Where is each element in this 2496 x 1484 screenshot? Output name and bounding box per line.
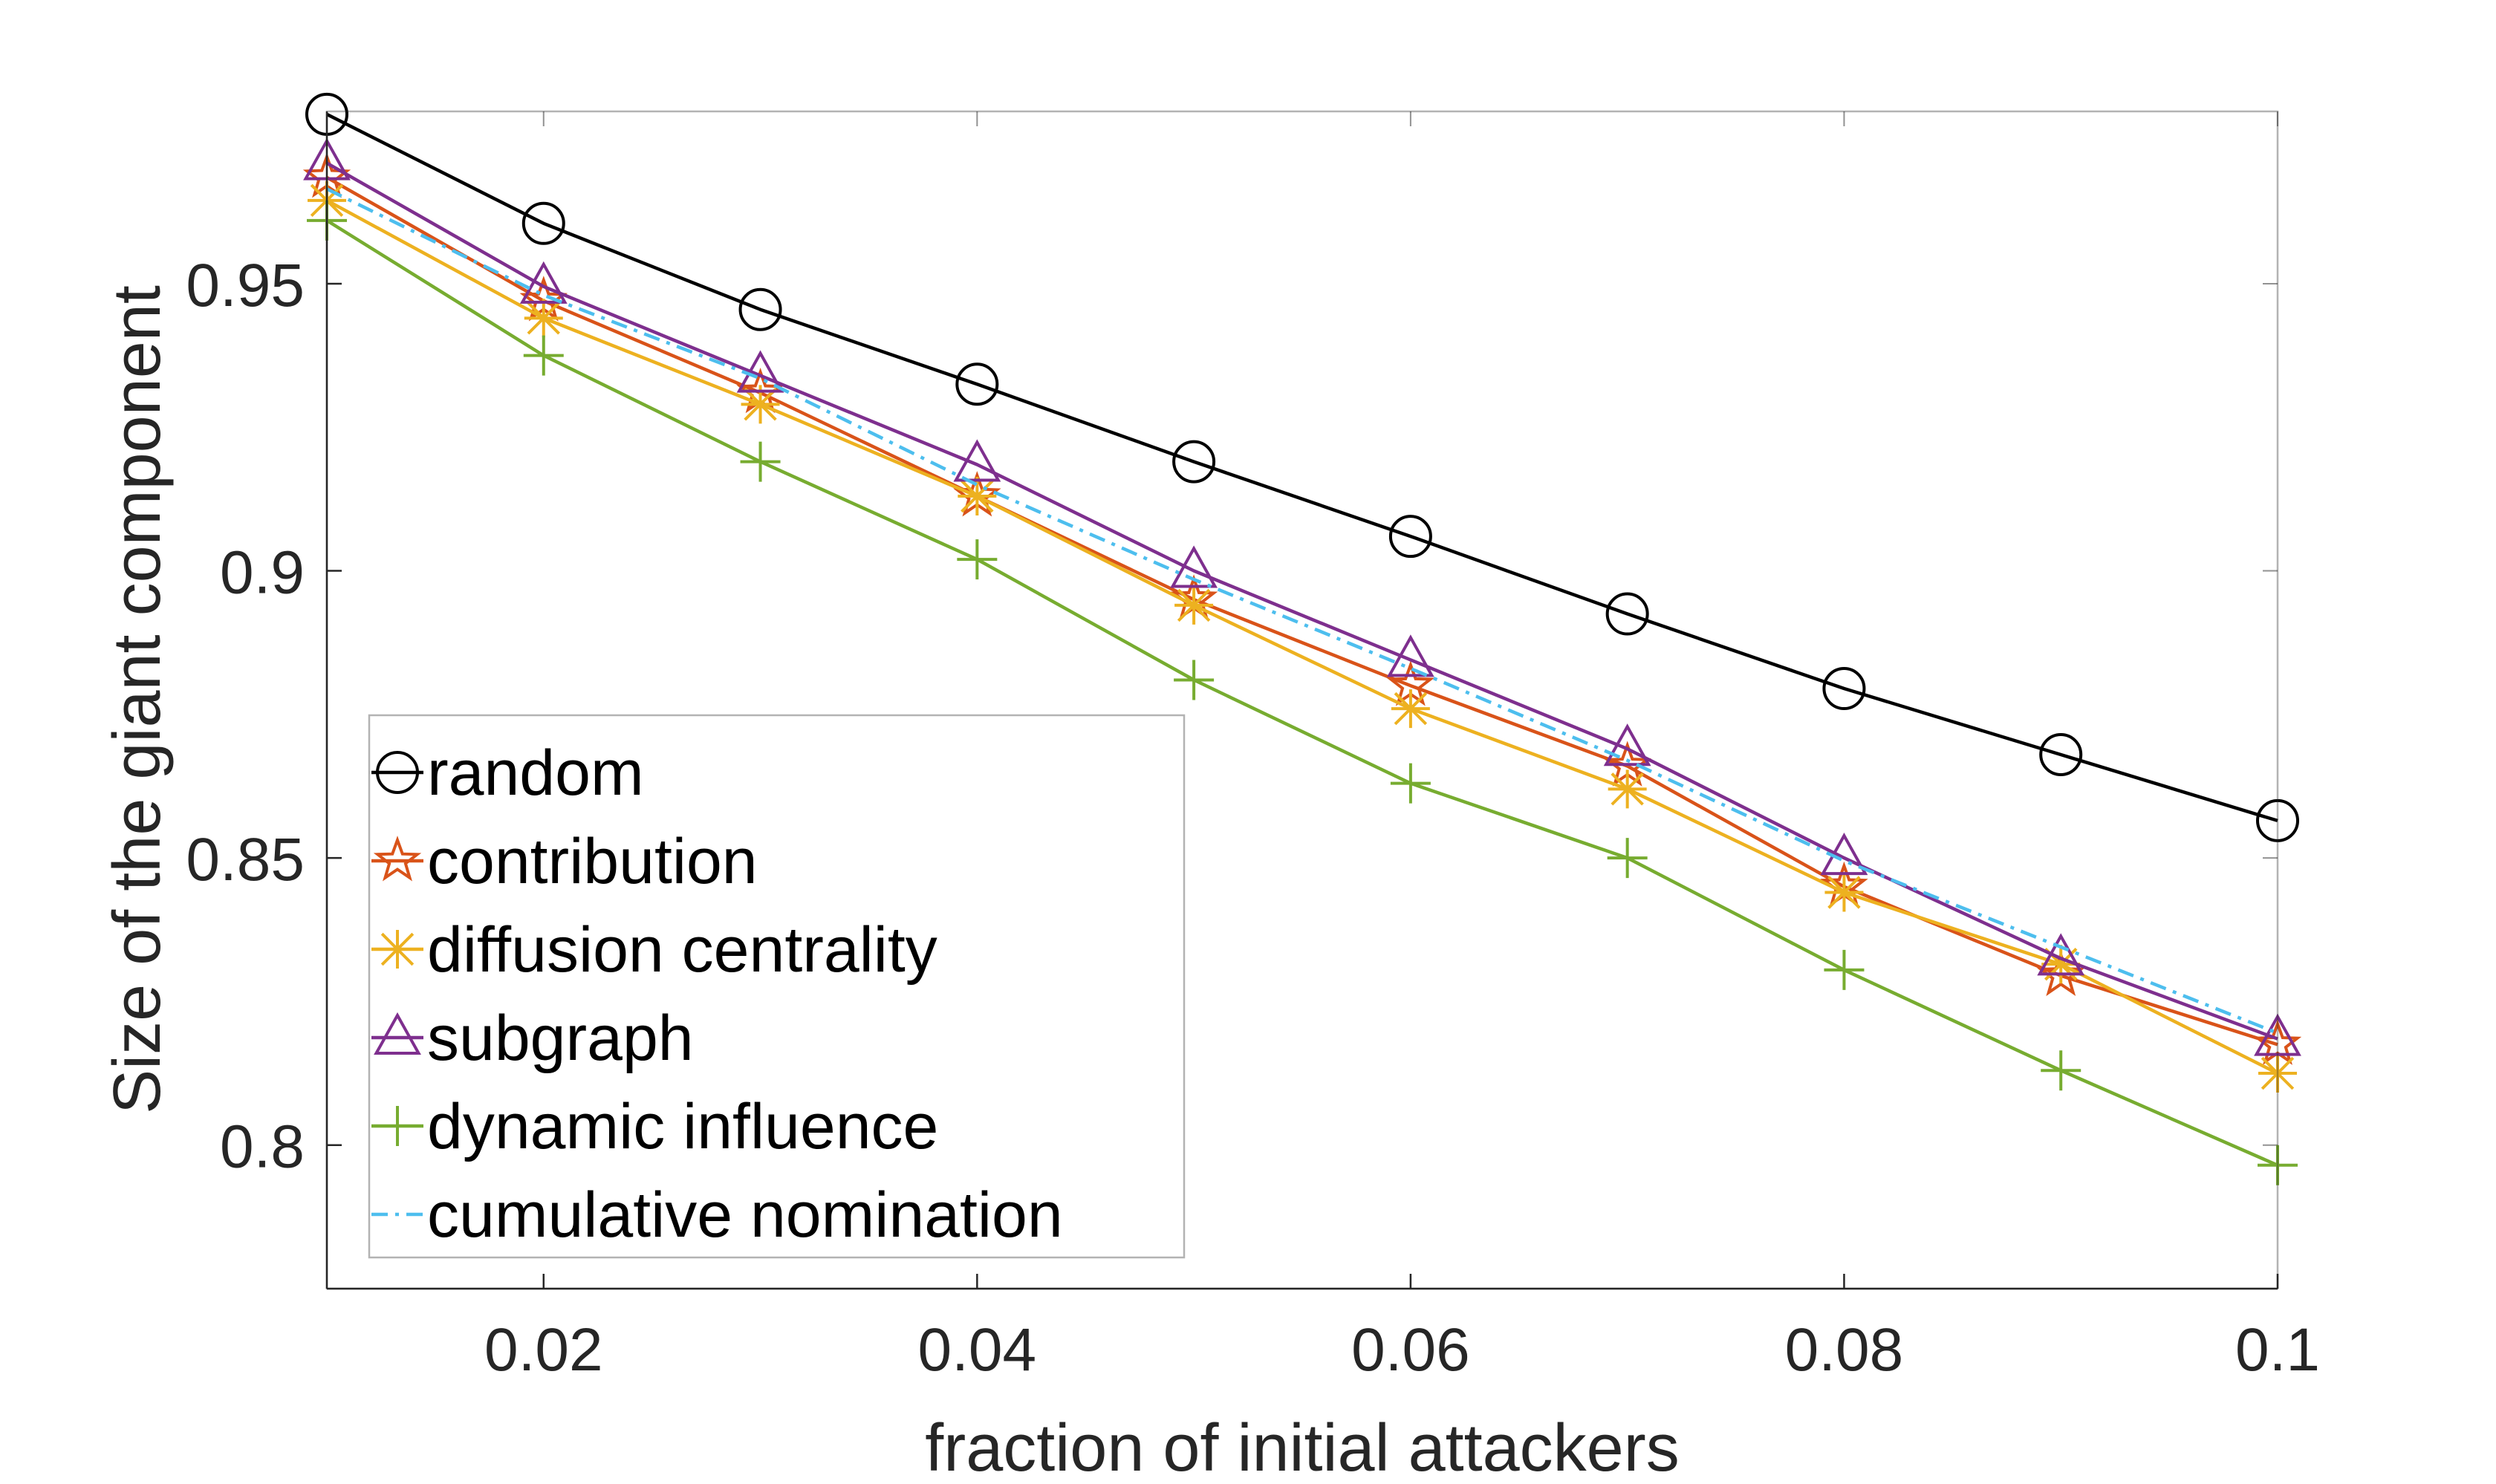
legend-label: dynamic influence: [427, 1091, 938, 1162]
series-layer: [302, 92, 2302, 1185]
legend-label: contribution: [427, 826, 758, 897]
data-point: [736, 350, 784, 393]
legend-label: cumulative nomination: [427, 1179, 1063, 1251]
legend-entries: random contribution diffusion centrality su…: [371, 738, 1063, 1251]
x-tick-label: 0.04: [918, 1316, 1037, 1384]
data-point: [521, 201, 565, 245]
data-point: [2041, 1050, 2081, 1091]
data-point: [2258, 1054, 2297, 1093]
legend-label: subgraph: [427, 1003, 694, 1074]
data-point: [953, 439, 1001, 482]
series-line: [326, 187, 2278, 1035]
series-cumulative-nomination: [326, 187, 2278, 1035]
data-point: [1822, 667, 1866, 711]
data-point: [1603, 723, 1651, 767]
data-point: [957, 539, 998, 580]
series-line: [325, 198, 2279, 1075]
data-point: [1607, 838, 1648, 879]
legend-marker: [373, 836, 422, 882]
data-point: [2041, 945, 2081, 984]
series-line: [325, 218, 2278, 1167]
y-tick-label: 0.8: [220, 1113, 305, 1181]
data-point: [738, 287, 782, 331]
series-line: [325, 161, 2278, 1041]
legend-entry: dynamic influence: [371, 1091, 938, 1162]
y-tick-label: 0.85: [186, 826, 305, 894]
data-point: [1174, 585, 1214, 625]
data-point: [2254, 1013, 2301, 1056]
x-tick-label: 0.1: [2235, 1316, 2320, 1384]
data-point: [740, 441, 781, 482]
y-tick-label: 0.9: [220, 539, 305, 607]
legend-marker: [376, 751, 419, 794]
legend-entry: random: [371, 738, 644, 809]
data-point: [2037, 950, 2085, 997]
legend-label: diffusion centrality: [427, 914, 937, 986]
data-point: [1608, 769, 1647, 809]
data-point: [955, 362, 999, 406]
legend: random contribution diffusion centrality su…: [368, 714, 1186, 1259]
data-point: [2258, 1145, 2298, 1185]
data-point: [2256, 798, 2299, 842]
data-point: [1391, 689, 1430, 729]
legend-box: [368, 714, 1186, 1259]
ticks-layer: [327, 111, 2279, 1289]
legend-entry: contribution: [371, 826, 758, 897]
y-tick-label: 0.95: [186, 252, 305, 319]
data-point: [1824, 949, 1865, 990]
data-point: [1388, 515, 1432, 559]
data-point: [523, 335, 564, 376]
legend-marker: [374, 1012, 421, 1055]
data-point: [1386, 634, 1434, 677]
data-point: [958, 477, 997, 516]
legend-entry: subgraph: [371, 1003, 694, 1074]
x-tick-label: 0.02: [484, 1316, 603, 1384]
data-point: [1824, 873, 1864, 912]
data-point: [741, 385, 780, 424]
series-line: [325, 112, 2278, 823]
data-point: [2039, 732, 2083, 776]
tick-labels-layer: 0.02 0.04 0.06 0.08 0.1 0.8 0.85 0.9 0.95: [186, 252, 2320, 1384]
x-tick-label: 0.08: [1785, 1316, 1904, 1384]
legend-label: random: [427, 738, 644, 809]
data-point: [1390, 763, 1431, 804]
data-point: [1172, 440, 1216, 484]
legend-marker: [377, 1106, 417, 1146]
x-tick-label: 0.06: [1351, 1316, 1470, 1384]
series-subgraph: [303, 137, 2301, 1056]
data-point: [519, 261, 568, 304]
data-point: [1605, 592, 1649, 636]
legend-entry: cumulative nomination: [371, 1179, 1063, 1251]
legend-entry: diffusion centrality: [371, 914, 937, 986]
legend-marker: [378, 930, 417, 969]
series-line: [325, 175, 2278, 1047]
data-point: [524, 299, 563, 338]
data-point: [1170, 545, 1218, 588]
x-axis-label: fraction of initial attackers: [925, 1411, 1679, 1484]
data-point: [1174, 660, 1215, 700]
y-axis-label: Size of the giant component: [100, 285, 175, 1114]
data-point: [2037, 933, 2085, 976]
